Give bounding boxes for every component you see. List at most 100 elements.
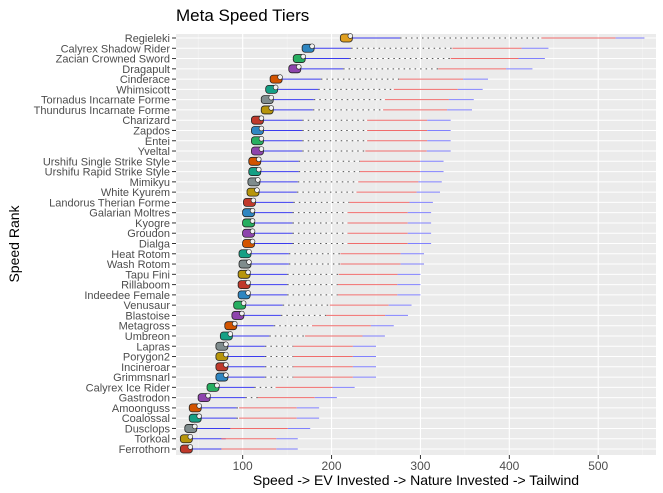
sprite-head [245, 269, 251, 276]
pokemon-sprite-icon [260, 105, 274, 115]
sprite-head [347, 33, 354, 39]
sprite-head [223, 341, 229, 347]
pokemon-sprite-icon [292, 53, 306, 63]
sprite-head [277, 74, 283, 80]
pokemon-sprite-icon [233, 300, 247, 310]
pokemon-sprite-icon [188, 413, 202, 423]
sprite-head [246, 259, 252, 265]
y-tick-label: Charizard [122, 115, 170, 127]
pokemon-sprite-icon [248, 166, 262, 176]
sprite-head [232, 321, 238, 327]
sprite-head [249, 218, 256, 224]
sprite-head [240, 300, 247, 306]
y-tick-label: Groudon [127, 228, 170, 240]
y-tick-label: Amoonguss [112, 403, 171, 415]
y-tick-label: Entei [145, 136, 170, 148]
y-tick-label: Venusaur [124, 300, 171, 312]
sprite-head [196, 403, 202, 409]
pokemon-sprite-icon [231, 310, 245, 320]
sprite-head [245, 279, 251, 286]
sprite-head [300, 53, 306, 60]
pokemon-sprite-icon [237, 279, 251, 290]
pokemon-sprite-icon [301, 43, 315, 53]
y-tick-label: Kyogre [135, 218, 170, 230]
sprite-head [250, 197, 257, 204]
pokemon-sprite-icon [215, 362, 229, 372]
pokemon-sprite-icon [242, 228, 256, 238]
pokemon-sprite-icon [260, 94, 274, 105]
sprite-head [258, 136, 265, 142]
pokemon-sprite-icon [238, 249, 252, 259]
y-tick-label: Grimmsnarl [113, 372, 170, 384]
sprite-head [249, 238, 256, 245]
speed-bars [189, 37, 645, 450]
y-tick-label: Gastrodon [119, 393, 170, 405]
pokemon-sprite-icon [179, 444, 194, 454]
y-tick-label: Tapu Fini [125, 269, 170, 281]
pokemon-sprite-icon [219, 331, 234, 341]
sprite-head [258, 146, 265, 152]
x-axis-title: Speed -> EV Invested -> Nature Invested … [253, 472, 579, 488]
sprite-head [187, 444, 194, 450]
pokemon-sprite-icon [237, 269, 251, 279]
sprite-head [256, 156, 262, 163]
pokemon-sprite-icon [251, 115, 265, 125]
y-tick-label: Zacian Crowned Sword [56, 54, 170, 66]
sprite-head [187, 434, 194, 440]
y-tick-label: White Kyurem [101, 187, 170, 199]
y-tick-label: Urshifu Rapid Strike Style [45, 167, 170, 179]
plot-panel [176, 34, 656, 455]
y-tick-label: Blastoise [125, 310, 170, 322]
sprite-head [192, 423, 198, 430]
pokemon-sprite-icon [243, 197, 257, 207]
pokemon-sprite-icon [242, 238, 256, 248]
pokemon-sprite-icon [246, 187, 260, 197]
pokemon-sprite-icon [206, 382, 220, 392]
pokemon-sprite-icon [339, 33, 354, 43]
y-tick-label: Landorus Therian Forme [49, 197, 170, 209]
y-tick-label: Umbreon [125, 331, 170, 343]
y-tick-label: Rillaboom [121, 280, 170, 292]
x-tick-label: 500 [588, 459, 608, 473]
y-tick-label: Lapras [136, 341, 170, 353]
x-tick-label: 200 [322, 459, 342, 473]
pokemon-sprite-icon [184, 423, 198, 433]
sprite-head [245, 290, 251, 296]
sprite-head [223, 351, 229, 358]
pokemon-sprite-icon [248, 156, 262, 166]
sprite-head [255, 177, 261, 183]
x-tick-label: 400 [499, 459, 519, 473]
y-tick-label: Metagross [119, 321, 171, 333]
y-tick-label: Heat Rotom [111, 249, 170, 261]
y-tick-label: Incineroar [121, 362, 170, 374]
y-tick-label: Cinderace [120, 74, 170, 86]
pokemon-sprite-icon [242, 218, 256, 228]
y-tick-label: Regieleki [125, 33, 170, 45]
y-tick-label: Dialga [139, 239, 171, 251]
y-tick-label: Porygon2 [123, 352, 170, 364]
y-tick-label: Galarian Moltres [89, 208, 170, 220]
pokemon-sprite-icon [215, 351, 229, 361]
sprite-head [223, 362, 229, 368]
x-tick-label: 300 [410, 459, 430, 473]
pokemon-sprite-icon [224, 321, 238, 331]
y-tick-label: Coalossal [122, 413, 170, 425]
y-tick-label: Calyrex Shadow Rider [61, 43, 171, 55]
sprite-head [254, 187, 260, 193]
y-tick-label: Tornadus Incarnate Forme [41, 95, 170, 107]
pokemon-sprite-icon [215, 372, 229, 382]
sprite-head [227, 331, 234, 337]
sprite-head [258, 125, 265, 132]
pokemon-sprite-icon [269, 74, 283, 84]
y-tick-label: Dusclops [125, 423, 171, 435]
sprite-head [268, 105, 274, 111]
chart-title: Meta Speed Tiers [176, 6, 309, 25]
y-tick-label: Yveltal [138, 146, 170, 158]
y-tick-label: Dragapult [122, 64, 170, 76]
y-axis-title: Speed Rank [6, 204, 22, 282]
pokemon-sprite-icon [238, 259, 252, 269]
sprite-head [256, 166, 262, 173]
y-tick-label: Wash Rotom [107, 259, 170, 271]
